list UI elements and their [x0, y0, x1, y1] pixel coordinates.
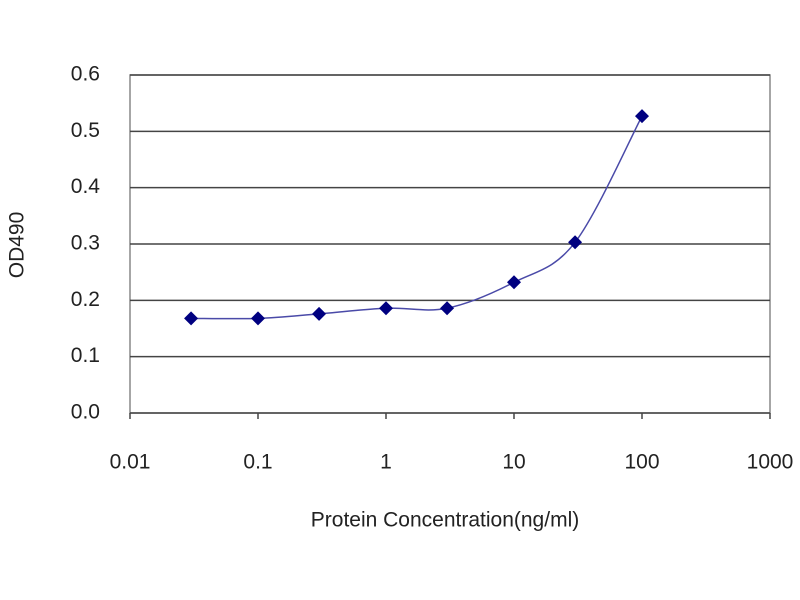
x-tick-label: 0.01: [110, 451, 151, 474]
y-tick-label: 0.2: [71, 288, 100, 311]
point: [440, 301, 455, 316]
y-axis-title: OD490: [6, 212, 29, 279]
x-tick-label: 10: [502, 451, 525, 474]
y-tick-label: 0.0: [71, 401, 100, 424]
point: [568, 235, 583, 250]
point: [251, 311, 265, 326]
point: [184, 311, 199, 326]
y-tick-label: 0.5: [71, 119, 100, 142]
x-tick-label: 1000: [747, 451, 794, 474]
point: [507, 275, 521, 290]
y-tick-label: 0.6: [71, 63, 100, 86]
point: [312, 306, 327, 321]
y-tick-label: 0.3: [71, 232, 100, 255]
point: [379, 301, 393, 316]
x-tick-label: 100: [624, 451, 659, 474]
x-tick-label: 0.1: [243, 451, 272, 474]
y-tick-label: 0.1: [71, 344, 100, 367]
x-axis-title: Protein Concentration(ng/ml): [311, 509, 579, 532]
x-tick-label: 1: [380, 451, 392, 474]
y-tick-label: 0.4: [71, 175, 101, 198]
point: [635, 109, 649, 124]
